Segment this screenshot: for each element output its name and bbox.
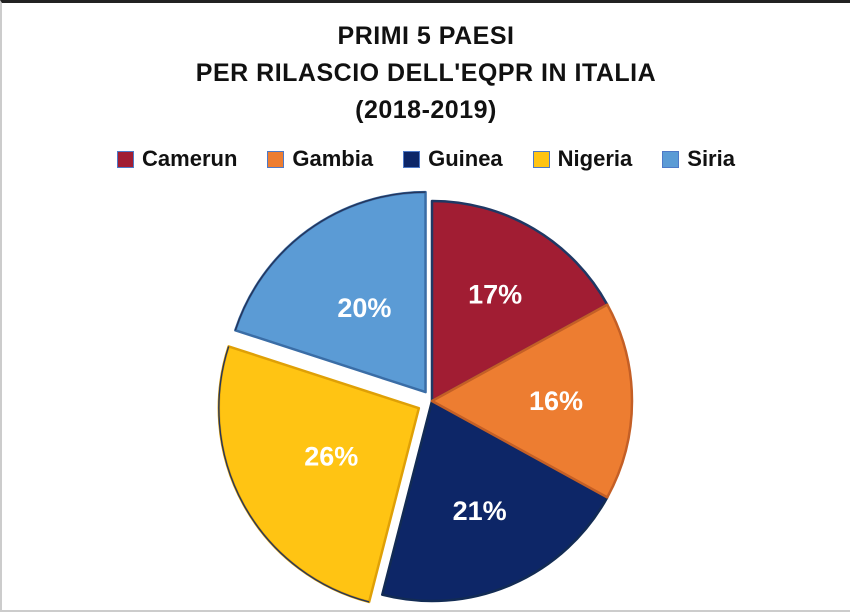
pie-slice-camerun[interactable] — [430, 199, 609, 403]
legend-swatch-camerun — [117, 150, 135, 168]
pie-slice-rim-siria — [234, 191, 426, 331]
pie-slice-guinea[interactable] — [381, 399, 609, 603]
legend-swatch-nigeria — [532, 150, 550, 168]
legend-label-nigeria: Nigeria — [557, 146, 633, 171]
chart-title-line-2: PER RILASCIO DELL'EQPR IN ITALIA — [195, 59, 657, 87]
legend-label-guinea: Guinea — [428, 146, 503, 171]
legend-item-camerun[interactable]: Camerun — [117, 146, 237, 172]
legend-label-camerun: Camerun — [142, 146, 238, 171]
pie-slice-nigeria[interactable] — [217, 345, 421, 604]
pie-slice-gambia[interactable] — [430, 303, 634, 499]
data-label-guinea: 21% — [453, 496, 507, 526]
legend-swatch-gambia — [267, 150, 285, 168]
pie-chart-svg: 17% 16% 21% 26% 20% — [217, 190, 634, 604]
data-label-nigeria: 26% — [304, 441, 358, 471]
legend-item-guinea[interactable]: Guinea — [403, 146, 503, 172]
legend-item-gambia[interactable]: Gambia — [267, 146, 373, 172]
legend-label-siria: Siria — [687, 146, 735, 171]
chart-title-line-1: PRIMI 5 PAESI — [337, 22, 515, 50]
chart-title-line-3: (2018-2019) — [355, 96, 497, 124]
legend-label-gambia: Gambia — [292, 146, 374, 171]
legend-item-siria[interactable]: Siria — [662, 146, 735, 172]
data-label-siria: 20% — [337, 293, 391, 323]
data-label-gambia: 16% — [529, 386, 583, 416]
pie-slice-rim-nigeria — [218, 346, 370, 603]
legend-item-nigeria[interactable]: Nigeria — [532, 146, 633, 172]
data-label-camerun: 17% — [468, 279, 522, 309]
legend-swatch-siria — [662, 150, 680, 168]
pie-chart: 17% 16% 21% 26% 20% — [212, 188, 652, 610]
legend: Camerun Gambia Guinea Nigeria Siria — [2, 146, 850, 172]
chart-title: PRIMI 5 PAESI PER RILASCIO DELL'EQPR IN … — [2, 3, 850, 129]
legend-swatch-guinea — [403, 150, 421, 168]
